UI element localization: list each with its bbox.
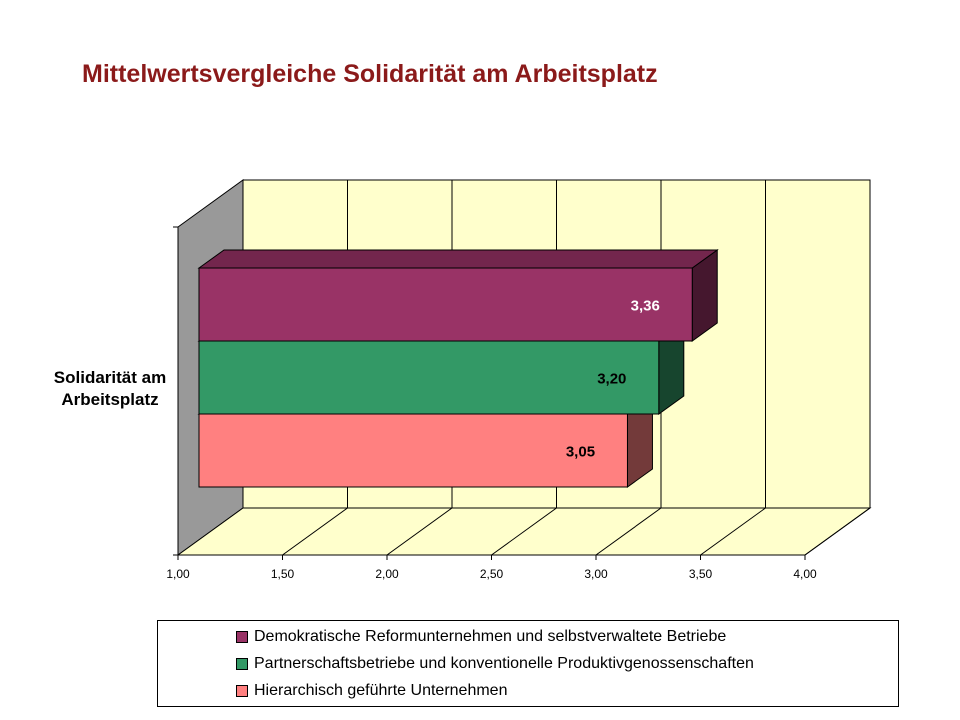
x-tick-label: 4,00 [793, 567, 817, 581]
legend-label: Demokratische Reformunternehmen und selb… [254, 628, 727, 645]
data-label: 3,20 [597, 371, 626, 388]
floor-gridline [491, 507, 557, 556]
chart-bars [197, 249, 719, 488]
bar-front [198, 413, 628, 488]
floor-gridline [595, 507, 662, 556]
legend-swatch [236, 685, 248, 697]
bar-front [198, 340, 660, 415]
legend-swatch [236, 658, 248, 670]
x-tick-label: 3,50 [689, 567, 713, 581]
floor-gridline [386, 507, 453, 556]
x-tick-label: 1,50 [271, 567, 295, 581]
legend-swatch [236, 631, 248, 643]
bar-front [198, 267, 693, 342]
data-label: 3,36 [631, 298, 660, 315]
category-label: Arbeitsplatz [61, 390, 158, 409]
legend-item: Partnerschaftsbetriebe und konventionell… [236, 654, 754, 674]
floor-gridline [282, 507, 348, 556]
bar-chart: 1,00 1,50 2,00 2,50 3,00 3,50 4,00 Solidarität… [54, 179, 872, 581]
x-tick-label: 1,00 [166, 567, 190, 581]
data-label: 3,05 [566, 444, 595, 461]
chart-title: Mittelwertsvergleiche Solidarität am Arb… [82, 60, 658, 88]
floor-gridline [804, 507, 871, 556]
x-tick-label: 2,00 [375, 567, 399, 581]
chart-legend: Demokratische Reformunternehmen und selb… [157, 620, 899, 707]
bar [197, 249, 719, 342]
legend-label: Partnerschaftsbetriebe und konventionell… [254, 655, 754, 672]
legend-label: Hierarchisch geführte Unternehmen [254, 682, 508, 699]
bar-top [197, 249, 719, 269]
chart-axes: 1,00 1,50 2,00 2,50 3,00 3,50 4,00 [166, 226, 817, 581]
x-tick-label: 2,50 [480, 567, 504, 581]
legend-item: Demokratische Reformunternehmen und selb… [236, 627, 726, 647]
x-tick-label: 3,00 [584, 567, 608, 581]
category-label: Solidarität am [54, 368, 166, 387]
chart-labels: Solidarität am Arbeitsplatz 3,05 3,20 3,36 [54, 298, 660, 461]
floor-gridline [700, 507, 766, 556]
legend-item: Hierarchisch geführte Unternehmen [236, 681, 507, 701]
